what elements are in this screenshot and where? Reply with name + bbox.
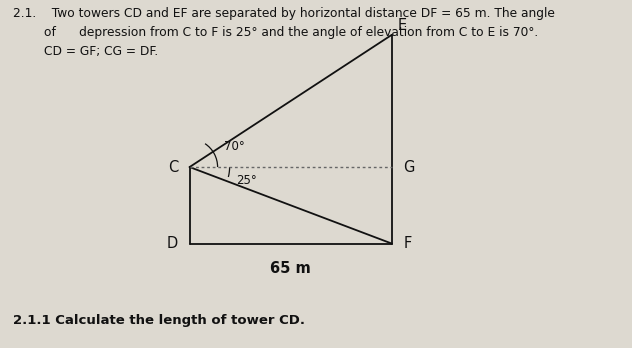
- Text: D: D: [167, 236, 178, 251]
- Text: F: F: [403, 236, 411, 251]
- Text: 2.1.    Two towers CD and EF are separated by horizontal distance DF = 65 m. The: 2.1. Two towers CD and EF are separated …: [13, 7, 554, 20]
- Text: CD = GF; CG = DF.: CD = GF; CG = DF.: [13, 45, 158, 58]
- Text: 65 m: 65 m: [270, 261, 311, 276]
- Text: of      depression from C to F is 25° and the angle of elevation from C to E is : of depression from C to F is 25° and the…: [13, 26, 538, 39]
- Text: G: G: [403, 159, 415, 175]
- Text: 70°: 70°: [224, 140, 245, 153]
- Text: 25°: 25°: [236, 174, 257, 188]
- Text: C: C: [168, 159, 178, 175]
- Text: E: E: [398, 18, 406, 33]
- Text: 2.1.1 Calculate the length of tower CD.: 2.1.1 Calculate the length of tower CD.: [13, 314, 305, 327]
